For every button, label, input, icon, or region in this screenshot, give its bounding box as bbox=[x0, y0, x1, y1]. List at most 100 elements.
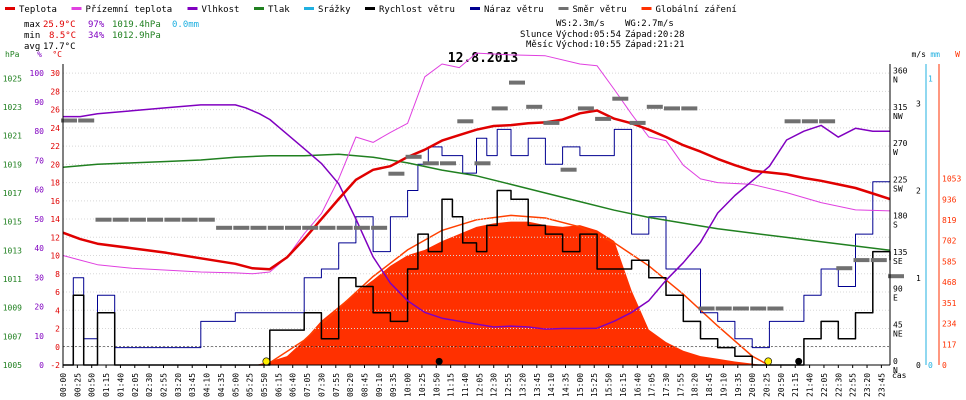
time-tick-34: 14:10 bbox=[547, 373, 556, 397]
radiation-unit: W bbox=[955, 50, 960, 59]
moonrise-marker bbox=[435, 357, 443, 365]
info-moon-label: Měsíc bbox=[526, 40, 553, 50]
wind-direction-point bbox=[353, 225, 370, 230]
series-ground-temperature bbox=[62, 52, 891, 275]
pressure-tick-4: 1013 bbox=[3, 246, 22, 255]
time-tick-17: 07:05 bbox=[303, 373, 312, 397]
wind-direction-point bbox=[526, 104, 543, 109]
time-tick-40: 16:40 bbox=[633, 373, 642, 397]
temperature-tick-8: 14 bbox=[50, 215, 60, 224]
wind-direction-point bbox=[853, 258, 870, 263]
humidity-tick-0: 0 bbox=[39, 361, 44, 370]
series-wind-gust bbox=[63, 128, 891, 366]
series-temperature bbox=[62, 109, 891, 271]
stat-min-hum: 34% bbox=[88, 31, 105, 41]
humidity-tick-4: 40 bbox=[34, 244, 44, 253]
time-tick-45: 18:45 bbox=[705, 373, 714, 397]
time-tick-7: 02:55 bbox=[160, 373, 169, 397]
wind-direction-point bbox=[836, 266, 853, 271]
wind-dir-label-1: NE bbox=[893, 330, 903, 339]
wind-direction-point bbox=[767, 306, 784, 311]
wind-direction-point bbox=[870, 258, 887, 263]
time-tick-20: 08:20 bbox=[346, 373, 355, 397]
wind-dir-label-0: N bbox=[893, 366, 898, 375]
time-tick-3: 01:15 bbox=[102, 373, 111, 397]
sunset-marker bbox=[764, 357, 773, 366]
time-tick-43: 17:55 bbox=[676, 373, 685, 397]
time-tick-22: 09:10 bbox=[375, 373, 384, 397]
time-tick-41: 17:05 bbox=[648, 373, 657, 397]
pressure-tick-9: 1023 bbox=[3, 103, 22, 112]
wind-direction-point bbox=[629, 120, 646, 125]
temperature-tick-7: 12 bbox=[50, 233, 60, 242]
stat-min-press: 1012.9hPa bbox=[112, 31, 161, 41]
time-tick-19: 07:55 bbox=[332, 373, 341, 397]
info-block: WS:2.3m/s WG:2.7m/s Slunce Východ:05:54 … bbox=[520, 19, 685, 50]
radiation-tick-0: 0 bbox=[942, 361, 947, 370]
wind-dir-tick-4: 180 bbox=[893, 212, 908, 221]
time-tick-51: 21:15 bbox=[791, 373, 800, 397]
time-tick-16: 06:40 bbox=[289, 373, 298, 397]
time-tick-12: 05:00 bbox=[231, 373, 240, 397]
wind-direction-point bbox=[388, 171, 405, 176]
temperature-tick-2: 2 bbox=[55, 325, 60, 334]
time-tick-15: 06:15 bbox=[274, 373, 283, 397]
time-tick-23: 09:35 bbox=[389, 373, 398, 397]
wind-direction-point bbox=[319, 225, 336, 230]
legend-label-6: Náraz větru bbox=[484, 5, 544, 15]
wind-speed-tick-2: 2 bbox=[916, 187, 921, 196]
wind-direction-point bbox=[457, 119, 474, 124]
wind-direction-point bbox=[422, 161, 439, 166]
time-tick-39: 16:15 bbox=[619, 373, 628, 397]
legend-swatch-1 bbox=[71, 7, 82, 10]
pressure-tick-8: 1021 bbox=[3, 132, 22, 141]
wind-direction-point bbox=[164, 217, 181, 222]
humidity-tick-3: 30 bbox=[34, 273, 44, 282]
temperature-unit: °C bbox=[52, 50, 62, 59]
stat-avg-temp: 17.7°C bbox=[43, 42, 76, 52]
time-tick-48: 20:00 bbox=[748, 373, 757, 397]
time-tick-33: 13:45 bbox=[533, 373, 542, 397]
wind-dir-tick-1: 45 bbox=[893, 321, 903, 330]
legend-label-3: Tlak bbox=[268, 5, 290, 15]
time-tick-10: 04:10 bbox=[203, 373, 212, 397]
temperature-tick-6: 10 bbox=[50, 252, 60, 261]
radiation-tick-7: 819 bbox=[942, 216, 957, 225]
wind-direction-point bbox=[440, 161, 456, 166]
wind-direction-point bbox=[646, 104, 663, 109]
humidity-tick-10: 100 bbox=[30, 69, 45, 78]
time-tick-32: 13:20 bbox=[518, 373, 527, 397]
temperature-tick-0: -2 bbox=[50, 361, 60, 370]
stats-block: max 25.9°C 97% 1019.4hPa 0.0mm min 8.5°C… bbox=[24, 20, 199, 52]
humidity-tick-5: 50 bbox=[34, 215, 44, 224]
time-tick-57: 23:45 bbox=[877, 373, 886, 397]
wind-dir-label-3: SE bbox=[893, 257, 903, 266]
wind-direction-point bbox=[491, 106, 508, 111]
info-sunset: Západ:20:28 bbox=[625, 30, 685, 40]
humidity-tick-8: 80 bbox=[34, 127, 44, 136]
wind-direction-point bbox=[801, 119, 818, 124]
time-tick-5: 02:05 bbox=[131, 373, 140, 397]
time-tick-53: 22:05 bbox=[820, 373, 829, 397]
radiation-tick-8: 936 bbox=[942, 195, 957, 204]
wind-direction-point bbox=[577, 106, 594, 111]
time-tick-1: 00:25 bbox=[73, 373, 82, 397]
time-tick-14: 05:50 bbox=[260, 373, 269, 397]
wind-dir-tick-8: 360 bbox=[893, 66, 908, 75]
wind-direction-point bbox=[285, 225, 301, 230]
wind-direction-point bbox=[509, 80, 525, 85]
time-tick-21: 08:45 bbox=[361, 373, 370, 397]
time-tick-42: 17:30 bbox=[662, 373, 671, 397]
stat-max-press: 1019.4hPa bbox=[112, 20, 161, 30]
temperature-tick-9: 16 bbox=[50, 197, 60, 206]
time-tick-49: 20:25 bbox=[763, 373, 772, 397]
wind-direction-point bbox=[95, 217, 112, 222]
wind-direction-point bbox=[147, 217, 164, 222]
legend-label-8: Globální záření bbox=[656, 5, 737, 15]
radiation-tick-6: 702 bbox=[942, 237, 957, 246]
time-tick-52: 21:40 bbox=[806, 373, 815, 397]
time-tick-50: 20:50 bbox=[777, 373, 786, 397]
legend-label-4: Srážky bbox=[318, 5, 351, 15]
humidity-unit: % bbox=[37, 50, 42, 59]
stat-max-label: max bbox=[24, 20, 41, 30]
